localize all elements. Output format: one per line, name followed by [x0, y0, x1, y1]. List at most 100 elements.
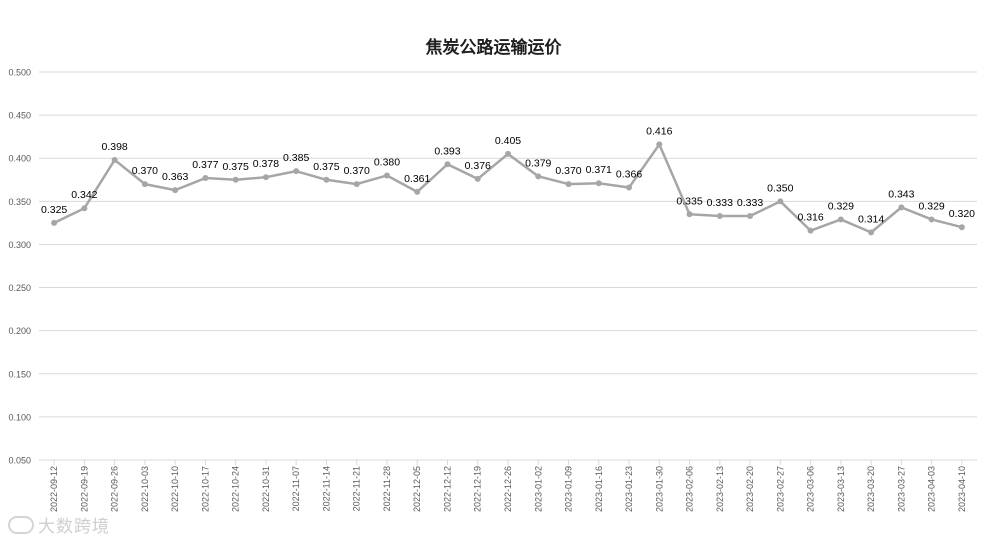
x-tick-label: 2023-02-20 [745, 466, 755, 512]
data-point [51, 219, 58, 226]
data-label: 0.375 [313, 161, 339, 173]
data-label: 0.370 [555, 165, 581, 177]
y-tick-label: 0.250 [8, 283, 31, 293]
x-tick-label: 2023-01-30 [654, 466, 664, 512]
data-label: 0.320 [949, 208, 975, 220]
data-label: 0.398 [102, 141, 128, 153]
data-label: 0.342 [71, 189, 97, 201]
data-label: 0.375 [223, 161, 249, 173]
y-tick-label: 0.150 [8, 369, 31, 379]
y-tick-label: 0.400 [8, 154, 31, 164]
data-point [958, 224, 965, 231]
y-tick-label: 0.050 [8, 456, 31, 466]
data-label: 0.405 [495, 135, 521, 147]
logo-icon [8, 516, 34, 534]
watermark-logo: 大数跨境 [8, 512, 110, 537]
data-label: 0.350 [767, 182, 793, 194]
data-label: 0.316 [797, 212, 823, 224]
data-label: 0.325 [41, 204, 67, 216]
x-tick-label: 2023-02-27 [775, 466, 785, 512]
data-label: 0.376 [465, 160, 491, 172]
data-point [232, 176, 239, 183]
data-point [595, 180, 602, 187]
x-axis-ticks: 2022-09-12 2022-09-19 2022-09-26 2022-10-03… [49, 460, 967, 512]
x-tick-label: 2023-03-20 [866, 466, 876, 512]
data-point [141, 181, 148, 188]
x-tick-label: 2023-02-06 [685, 466, 695, 512]
data-label: 0.363 [162, 171, 188, 183]
data-label: 0.333 [707, 197, 733, 209]
data-label: 0.366 [616, 169, 642, 181]
data-label: 0.329 [828, 200, 854, 212]
x-tick-label: 2023-04-10 [957, 466, 967, 512]
data-label: 0.329 [918, 200, 944, 212]
y-tick-label: 0.500 [8, 68, 31, 78]
x-tick-label: 2022-11-14 [321, 466, 331, 511]
watermark-text: 大数跨境 [38, 517, 110, 537]
x-tick-label: 2022-10-03 [140, 466, 150, 512]
x-tick-label: 2022-10-24 [231, 466, 241, 512]
x-tick-label: 2022-11-21 [352, 466, 362, 511]
data-point [656, 141, 663, 148]
series-line-path [53, 143, 963, 234]
x-tick-label: 2023-01-02 [533, 466, 543, 512]
x-tick-label: 2022-09-19 [79, 466, 89, 512]
data-point [81, 205, 88, 212]
x-tick-label: 2023-03-27 [896, 466, 906, 512]
data-point [686, 211, 693, 218]
data-point [353, 181, 360, 188]
data-point [111, 156, 118, 163]
data-point [172, 187, 179, 194]
data-point [323, 176, 330, 183]
data-point [716, 212, 723, 219]
chart-title: 焦炭公路运输运价 [425, 38, 562, 58]
y-tick-label: 0.200 [8, 326, 31, 336]
data-point [868, 229, 875, 236]
series-points [51, 141, 965, 236]
data-point [383, 172, 390, 179]
data-label: 0.377 [192, 159, 218, 171]
data-label: 0.333 [737, 197, 763, 209]
x-tick-label: 2022-10-31 [261, 466, 271, 512]
x-tick-label: 2022-09-26 [110, 466, 120, 512]
data-point [505, 150, 511, 157]
data-point [262, 174, 269, 181]
data-point [626, 184, 633, 191]
data-label: 0.379 [525, 157, 551, 169]
data-label: 0.378 [253, 158, 279, 170]
x-tick-label: 2022-12-12 [442, 466, 452, 512]
data-label: 0.370 [132, 165, 158, 177]
data-label: 0.335 [676, 195, 702, 207]
data-point [807, 227, 814, 234]
data-label: 0.343 [888, 188, 914, 200]
data-label: 0.393 [434, 145, 460, 157]
data-point [928, 216, 935, 223]
data-point [535, 173, 542, 180]
data-point [837, 216, 844, 223]
x-tick-label: 2023-01-09 [564, 466, 574, 512]
data-label: 0.361 [404, 173, 430, 185]
data-labels: 0.325 0.342 0.398 0.370 0.363 0.377 0.375 0.378… [41, 125, 975, 225]
data-point [293, 168, 300, 175]
x-tick-label: 2022-12-19 [473, 466, 483, 512]
gridlines [39, 71, 977, 461]
data-point [565, 181, 572, 188]
data-point [414, 188, 421, 195]
y-tick-label: 0.300 [8, 240, 31, 250]
data-point [777, 198, 784, 205]
x-tick-label: 2023-03-13 [836, 466, 846, 512]
series-line [53, 143, 963, 234]
data-point [202, 175, 209, 182]
x-tick-label: 2022-12-05 [412, 466, 422, 512]
x-tick-label: 2022-11-07 [291, 466, 301, 511]
x-tick-label: 2023-03-06 [806, 466, 816, 512]
x-tick-label: 2023-04-03 [927, 466, 937, 512]
data-point [747, 212, 754, 219]
data-label: 0.380 [374, 156, 400, 168]
y-axis-ticks: 0.050 0.100 0.150 0.200 0.250 0.300 0.350 0.400… [8, 68, 31, 466]
data-label: 0.314 [858, 213, 884, 225]
x-tick-label: 2023-02-13 [715, 466, 725, 512]
data-point [474, 175, 481, 182]
